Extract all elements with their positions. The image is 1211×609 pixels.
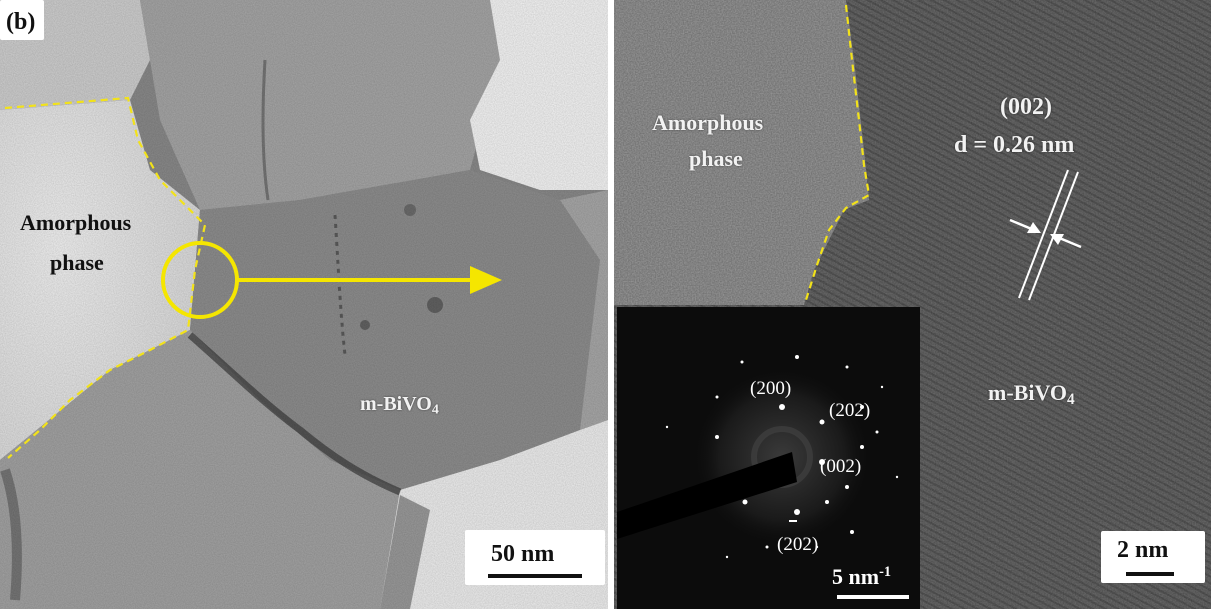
scale-bar-label-50nm: 50 nm: [491, 541, 555, 567]
tem-micrograph-panel: (b) Amorphous phase m-BiVO4 50 nm: [0, 0, 608, 609]
plane-label: (002): [1000, 94, 1052, 120]
scale-bar-line-50nm: [488, 574, 582, 578]
hrtem-micrograph-panel: Amorphous phase (002) d = 0.26 nm m-BiVO…: [614, 0, 1211, 609]
d-spacing-label: d = 0.26 nm: [954, 132, 1075, 158]
saed-spot-label-200: (200): [750, 378, 792, 399]
crystal-label-main: m-BiVO: [988, 380, 1067, 405]
crystal-label-subscript: 4: [1067, 390, 1075, 408]
scale-bar-line-2nm: [1126, 572, 1174, 576]
panel-label: (b): [6, 9, 36, 35]
amorphous-label-line2: phase: [50, 250, 104, 275]
saed-scale-bar-line: [837, 595, 909, 599]
panel-label-badge: [0, 0, 44, 40]
amorphous-label-line1: Amorphous: [20, 210, 132, 235]
saed-spot-label-202-lower: (202): [777, 534, 819, 555]
scale-bar-label-2nm: 2 nm: [1117, 537, 1169, 563]
crystal-label: m-BiVO4: [988, 380, 1075, 408]
saed-spot-label-002: (002): [820, 456, 862, 477]
saed-scale-bar-superscript: -1: [879, 564, 891, 580]
tem-micrograph-image: [0, 0, 608, 609]
saed-pattern-image: [617, 355, 899, 559]
saed-scale-bar-main: 5 nm: [832, 563, 880, 589]
saed-bar-over-2: [789, 520, 797, 522]
crystal-label: m-BiVO4: [360, 394, 439, 418]
crystal-label-main: m-BiVO: [360, 393, 432, 415]
saed-inset: (200) (202) (002) (202) 5 nm-1: [617, 307, 920, 609]
crystal-label-subscript: 4: [431, 402, 439, 418]
saed-spot-label-202-upper: (202): [829, 400, 871, 421]
amorphous-label-line2: phase: [689, 146, 743, 171]
saed-scale-bar-label: 5 nm-1: [832, 565, 891, 588]
amorphous-label-line1: Amorphous: [652, 110, 764, 135]
